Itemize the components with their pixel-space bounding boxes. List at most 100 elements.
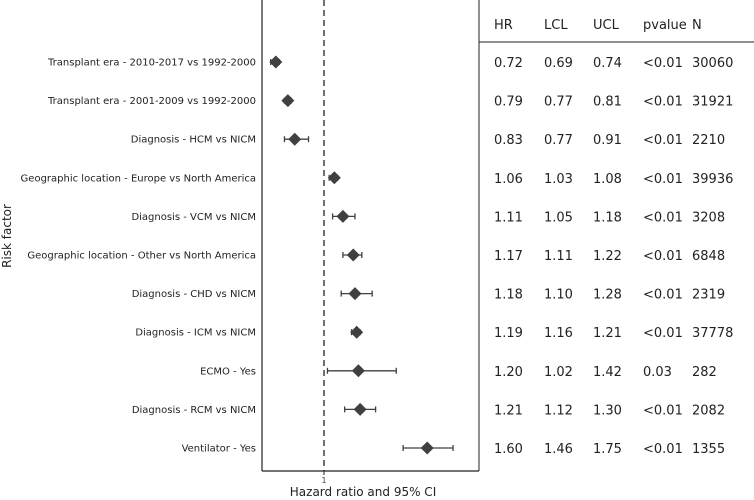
table-cell: 1.18 [494, 288, 523, 303]
table-cell: 1.02 [544, 365, 573, 380]
table-row: 1.21 1.12 1.30 <0.01 2082 [494, 403, 725, 418]
table-cell: 0.77 [544, 95, 573, 110]
row-label: Diagnosis - ICM vs NICM [135, 328, 256, 339]
row-label: Ventilator - Yes [182, 444, 256, 455]
table-cell: 3208 [692, 210, 725, 225]
table-header-cell: pvalue [643, 18, 687, 33]
table-cell: 0.69 [544, 56, 573, 71]
table-cell: <0.01 [643, 288, 683, 303]
table-cell: 1.12 [544, 403, 573, 418]
hr-diamond [348, 287, 362, 301]
table-cell: 1.11 [494, 210, 523, 225]
table-cell: 1.28 [593, 288, 622, 303]
table-cell: 0.74 [593, 56, 622, 71]
table-cell: 1.16 [544, 326, 573, 341]
table-cell: 1.18 [593, 210, 622, 225]
hr-diamond [281, 94, 295, 108]
table-cell: 1.75 [593, 442, 622, 457]
table-cell: 282 [692, 365, 717, 380]
table-cell: 1.19 [494, 326, 523, 341]
table-cell: 39936 [692, 172, 733, 187]
hr-diamond [346, 248, 360, 262]
table-row: 1.06 1.03 1.08 <0.01 39936 [494, 172, 733, 187]
table-body: 0.72 0.69 0.74 <0.01 30060 0.79 0.77 0.81 <0.01 3… [494, 56, 733, 457]
table-cell: 1.42 [593, 365, 622, 380]
table-row: 1.11 1.05 1.18 <0.01 3208 [494, 210, 725, 225]
hr-diamond [288, 132, 302, 146]
table-cell: 30060 [692, 56, 733, 71]
table-row: 0.79 0.77 0.81 <0.01 31921 [494, 95, 733, 110]
table-cell: 1.03 [544, 172, 573, 187]
hr-diamond [350, 325, 364, 339]
hr-diamond [420, 441, 434, 455]
table-cell: 1.10 [544, 288, 573, 303]
table-cell: <0.01 [643, 249, 683, 264]
table-cell: 1.22 [593, 249, 622, 264]
results-table: HR LCL UCL pvalue N 0.72 0.69 0.74 <0.01 300600.… [478, 0, 754, 471]
table-cell: 0.83 [494, 133, 523, 148]
table-cell: 31921 [692, 95, 733, 110]
table-cell: 1.20 [494, 365, 523, 380]
y-axis-title: Risk factor [0, 204, 14, 268]
plot-area: 1 [261, 0, 479, 485]
row-label: Diagnosis - HCM vs NICM [131, 135, 256, 146]
table-cell: 1.21 [593, 326, 622, 341]
table-cell: 37778 [692, 326, 733, 341]
table-cell: 1.60 [494, 442, 523, 457]
row-label: Diagnosis - VCM vs NICM [131, 212, 256, 223]
row-label: Diagnosis - RCM vs NICM [132, 405, 256, 416]
table-cell: 2082 [692, 403, 725, 418]
table-cell: 0.03 [643, 365, 672, 380]
table-cell: 1.11 [544, 249, 573, 264]
table-cell: <0.01 [643, 133, 683, 148]
table-cell: 1.08 [593, 172, 622, 187]
table-cell: 1355 [692, 442, 725, 457]
table-cell: 0.81 [593, 95, 622, 110]
x-axis-title: Hazard ratio and 95% CI [290, 485, 436, 499]
hr-diamond [327, 171, 341, 185]
hr-diamond [353, 402, 367, 416]
table-cell: 0.72 [494, 56, 523, 71]
row-label: Transplant era - 2010-2017 vs 1992-2000 [47, 58, 256, 69]
table-row: 1.17 1.11 1.22 <0.01 6848 [494, 249, 725, 264]
row-labels: Transplant era - 2010-2017 vs 1992-2000 T… [21, 58, 256, 455]
table-cell: <0.01 [643, 403, 683, 418]
table-row: 1.60 1.46 1.75 <0.01 1355 [494, 442, 725, 457]
table-cell: <0.01 [643, 95, 683, 110]
x-ticks: 1 [321, 471, 327, 485]
table-cell: <0.01 [643, 442, 683, 457]
ci-marks [269, 55, 454, 455]
table-cell: 0.77 [544, 133, 573, 148]
table-cell: 1.30 [593, 403, 622, 418]
table-header: HR LCL UCL pvalue N [494, 18, 702, 33]
table-cell: <0.01 [643, 326, 683, 341]
table-cell: <0.01 [643, 56, 683, 71]
table-cell: 6848 [692, 249, 725, 264]
row-label: Diagnosis - CHD vs NICM [132, 289, 256, 300]
table-row: 0.72 0.69 0.74 <0.01 30060 [494, 56, 733, 71]
table-row: 1.18 1.10 1.28 <0.01 2319 [494, 288, 725, 303]
table-row: 1.19 1.16 1.21 <0.01 37778 [494, 326, 733, 341]
table-cell: 1.21 [494, 403, 523, 418]
table-cell: <0.01 [643, 172, 683, 187]
table-cell: 1.46 [544, 442, 573, 457]
table-cell: 2210 [692, 133, 725, 148]
hr-diamond [269, 55, 283, 69]
table-cell: 0.79 [494, 95, 523, 110]
table-cell: 2319 [692, 288, 725, 303]
x-tick-label: 1 [321, 476, 326, 485]
table-header-cell: LCL [544, 18, 568, 33]
table-header-cell: HR [494, 18, 513, 33]
row-label: Geographic location - Other vs North Ame… [27, 251, 256, 262]
table-cell: 1.17 [494, 249, 523, 264]
table-cell: 1.06 [494, 172, 523, 187]
table-cell: 0.91 [593, 133, 622, 148]
table-cell: <0.01 [643, 210, 683, 225]
row-label: Geographic location - Europe vs North Am… [21, 173, 256, 184]
row-label: ECMO - Yes [200, 366, 256, 377]
table-header-cell: UCL [593, 18, 620, 33]
hr-diamond [351, 364, 365, 378]
table-row: 1.20 1.02 1.42 0.03 282 [494, 365, 717, 380]
table-cell: 1.05 [544, 210, 573, 225]
